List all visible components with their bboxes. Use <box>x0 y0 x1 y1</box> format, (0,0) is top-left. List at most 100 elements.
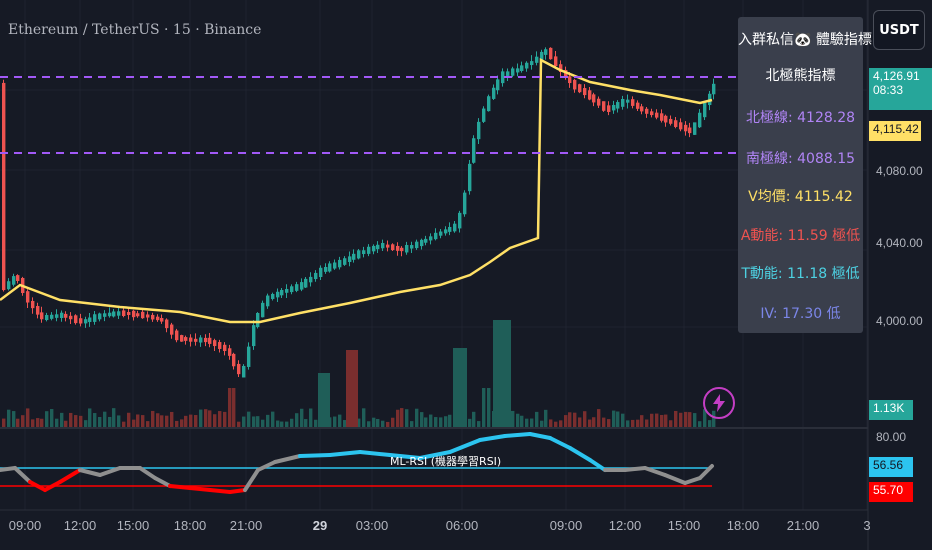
price-axis-label: 4,040.00 <box>876 236 923 250</box>
candle-body <box>223 344 227 352</box>
candle-body <box>492 87 496 99</box>
candle-body <box>127 312 131 316</box>
candle-body <box>74 315 78 324</box>
indicator-info-panel: 入群私信🐼 體驗指標 北極熊指標 北極線: 4128.28 南極線: 4088.… <box>738 17 872 333</box>
rsi-line-segment <box>478 434 507 442</box>
volume-bar <box>213 414 217 428</box>
volume-bar <box>578 417 582 428</box>
candle-body <box>309 276 313 283</box>
volume-bar <box>2 418 6 428</box>
price-axis-label: 4,000.00 <box>876 314 923 328</box>
volume-bar <box>300 408 304 428</box>
rsi-line-segment <box>448 438 482 454</box>
candle-body <box>175 330 179 341</box>
candle-body <box>333 262 337 269</box>
volume-bar <box>318 373 330 428</box>
volume-bar <box>252 416 256 428</box>
candle-body <box>372 245 376 252</box>
volume-bar <box>50 409 54 428</box>
volume-bar <box>199 409 203 428</box>
rsi-indicator-label[interactable]: ML-RSI (機器學習RSI) <box>390 455 502 468</box>
candle-body <box>693 122 697 135</box>
candle-body <box>69 315 73 320</box>
rsi-line-segment <box>208 488 232 494</box>
candle-body <box>396 245 400 251</box>
volume-bar <box>122 421 126 428</box>
volume-bar <box>535 411 539 428</box>
lightning-bolt-icon[interactable] <box>703 387 735 419</box>
candle-body <box>2 82 6 291</box>
volume-bar <box>26 408 30 428</box>
volume-bar <box>271 411 275 428</box>
candle-body <box>636 102 640 109</box>
volume-bar <box>592 417 596 428</box>
candle-body <box>55 314 59 318</box>
volume-bar <box>132 419 136 428</box>
candle-body <box>237 363 241 375</box>
candle-body <box>621 98 625 107</box>
candle-body <box>117 311 121 316</box>
candle-body <box>549 47 553 60</box>
volume-bar <box>493 320 511 428</box>
volume-bar <box>151 410 155 428</box>
candle-body <box>64 313 68 318</box>
volume-bar <box>127 412 131 428</box>
volume-bar <box>516 413 520 428</box>
time-axis-label: 15:00 <box>667 518 701 533</box>
volume-bar <box>304 419 308 428</box>
rsi-line-segment <box>298 453 332 458</box>
volume-bar <box>12 411 16 428</box>
a-momentum-value: A動能: 11.59 極低 <box>740 228 861 244</box>
rsi-line-segment <box>28 480 47 492</box>
volume-bar <box>40 418 44 428</box>
volume-bar <box>346 350 358 428</box>
candle-body <box>376 244 380 250</box>
candle-body <box>564 70 568 78</box>
current-price: 4,126.91 <box>873 69 920 83</box>
volume-bar <box>415 408 419 428</box>
candle-body <box>626 99 630 103</box>
volume-bar <box>708 420 712 428</box>
candle-body <box>343 258 347 265</box>
symbol-title[interactable]: Ethereum / TetherUS · 15 · Binance <box>8 22 262 38</box>
volume-bar <box>693 413 697 428</box>
volume-bar <box>684 411 688 428</box>
volume-bar <box>136 414 140 428</box>
time-axis-label: 06:00 <box>445 518 479 533</box>
candle-body <box>674 120 678 127</box>
candle-body <box>520 65 524 71</box>
candle-body <box>180 335 184 342</box>
volume-bar <box>712 410 716 428</box>
candle-body <box>357 250 361 259</box>
candle-body <box>631 99 635 106</box>
rsi-line-segment <box>168 484 192 490</box>
rsi-line-segment <box>273 454 302 464</box>
volume-bar <box>223 411 227 428</box>
time-axis-label: 21:00 <box>229 518 263 533</box>
candle-body <box>429 236 433 241</box>
volume-bar <box>64 420 68 428</box>
volume-bar <box>400 408 404 428</box>
candle-body <box>597 98 601 106</box>
candle-body <box>487 96 491 112</box>
volume-bar <box>74 415 78 428</box>
volume-bar <box>424 417 428 428</box>
volume-bar <box>194 415 198 428</box>
volume-bar <box>640 415 644 428</box>
currency-button[interactable]: USDT <box>873 10 925 50</box>
iv-value: IV: 17.30 低 <box>760 306 841 322</box>
candle-body <box>36 306 40 315</box>
volume-bar <box>588 419 592 428</box>
vwap-line <box>0 57 713 324</box>
candle-body <box>271 293 275 299</box>
volume-bar <box>631 419 635 428</box>
rsi-line-segment <box>58 468 82 484</box>
time-axis-label: 18:00 <box>173 518 207 533</box>
volume-bar <box>511 410 515 428</box>
volume-bar <box>266 414 270 428</box>
candle-body <box>420 239 424 247</box>
volume-bar <box>540 420 544 428</box>
volume-bar <box>650 413 654 428</box>
rsi-axis-label: 80.00 <box>876 430 907 444</box>
volume-bar <box>280 421 284 428</box>
